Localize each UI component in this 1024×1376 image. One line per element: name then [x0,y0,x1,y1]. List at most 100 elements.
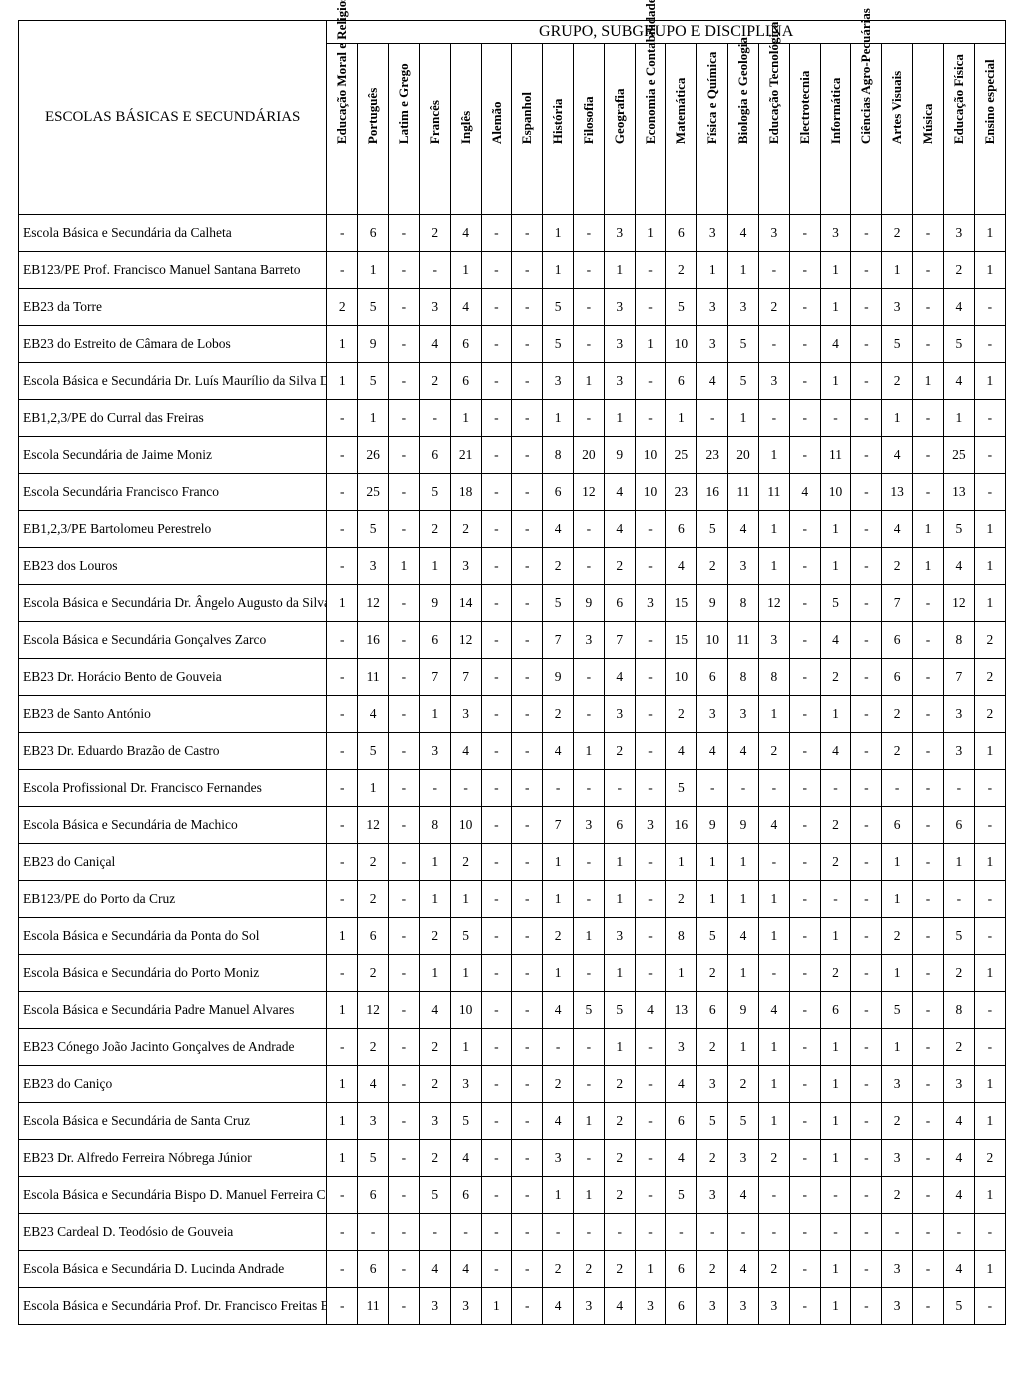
cell-value: - [851,289,882,326]
cell-value: - [389,252,420,289]
cell-value: 11 [358,1288,389,1325]
cell-value: 6 [666,511,697,548]
cell-value: 2 [882,1177,913,1214]
column-header-label: Geografia [613,114,627,144]
cell-value: 2 [543,548,574,585]
cell-value: - [573,1214,604,1251]
cell-value: 1 [419,955,450,992]
cell-value: - [635,1029,666,1066]
cell-value: - [635,363,666,400]
cell-value: 11 [728,474,759,511]
cell-value: 1 [327,1066,358,1103]
cell-value: 5 [358,363,389,400]
cell-value: - [851,807,882,844]
cell-value: - [974,400,1005,437]
cell-value: 2 [974,1140,1005,1177]
column-header: Espanhol [512,44,543,215]
cell-value: - [512,844,543,881]
cell-value: - [450,770,481,807]
cell-value: - [419,252,450,289]
cell-value: 2 [882,215,913,252]
cell-value: 1 [820,363,851,400]
cell-value: 1 [728,955,759,992]
cell-value: 3 [728,1288,759,1325]
cell-value: - [851,1140,882,1177]
cell-value: 1 [974,511,1005,548]
cell-value: 2 [543,918,574,955]
cell-value: 4 [543,733,574,770]
cell-value: - [789,1177,820,1214]
cell-value: 4 [943,1103,974,1140]
cell-value: - [389,289,420,326]
cell-value: 4 [666,733,697,770]
cell-value: - [758,770,789,807]
cell-value: - [635,659,666,696]
school-name: Escola Básica e Secundária Gonçalves Zar… [19,622,327,659]
cell-value: - [789,326,820,363]
cell-value: - [758,400,789,437]
cell-value: - [635,733,666,770]
cell-value: - [974,992,1005,1029]
cell-value: - [851,696,882,733]
cell-value: 4 [697,363,728,400]
cell-value: - [481,844,512,881]
cell-value: 3 [882,289,913,326]
cell-value: - [974,807,1005,844]
cell-value: - [913,1066,944,1103]
cell-value: - [913,733,944,770]
cell-value: - [512,400,543,437]
column-header: Informática [820,44,851,215]
cell-value: - [666,1214,697,1251]
cell-value: - [913,881,944,918]
cell-value: 5 [666,289,697,326]
cell-value: 2 [882,696,913,733]
cell-value: - [635,1214,666,1251]
cell-value: - [851,918,882,955]
data-table: ESCOLAS BÁSICAS E SECUNDÁRIAS GRUPO, SUB… [18,20,1006,1325]
cell-value: 4 [882,511,913,548]
cell-value: 8 [943,622,974,659]
cell-value: - [851,733,882,770]
cell-value: 10 [697,622,728,659]
cell-value: 1 [666,955,697,992]
cell-value: - [327,733,358,770]
column-header: Artes Visuais [882,44,913,215]
cell-value: 5 [697,511,728,548]
cell-value: 3 [604,363,635,400]
school-name: EB23 Dr. Horácio Bento de Gouveia [19,659,327,696]
cell-value: 15 [666,622,697,659]
cell-value: 1 [758,511,789,548]
cell-value: - [389,1214,420,1251]
cell-value: 1 [882,844,913,881]
cell-value: - [327,252,358,289]
cell-value: 1 [974,1066,1005,1103]
cell-value: 2 [419,1029,450,1066]
cell-value: - [389,881,420,918]
cell-value: - [943,1214,974,1251]
table-row: Escola Básica e Secundária de Santa Cruz… [19,1103,1006,1140]
column-header: Economia e Contabilidade [635,44,666,215]
cell-value: 1 [543,1177,574,1214]
cell-value: 1 [943,400,974,437]
schools-header: ESCOLAS BÁSICAS E SECUNDÁRIAS [19,21,327,215]
cell-value: 2 [419,918,450,955]
column-header-label: Latim e Grego [397,114,411,144]
cell-value: 2 [758,289,789,326]
cell-value: 5 [358,1140,389,1177]
cell-value: - [635,1103,666,1140]
cell-value: 1 [450,1029,481,1066]
cell-value: 1 [604,1029,635,1066]
column-header: Biologia e Geologia [728,44,759,215]
cell-value: 3 [758,215,789,252]
cell-value: 3 [419,1103,450,1140]
cell-value: 4 [666,1066,697,1103]
table-row: Escola Básica e Secundária Gonçalves Zar… [19,622,1006,659]
cell-value: 5 [543,289,574,326]
cell-value: 4 [450,1251,481,1288]
column-header-label: Música [921,114,935,144]
cell-value: 3 [666,1029,697,1066]
cell-value: 9 [728,807,759,844]
cell-value: 11 [820,437,851,474]
cell-value: 10 [666,326,697,363]
cell-value: 12 [450,622,481,659]
